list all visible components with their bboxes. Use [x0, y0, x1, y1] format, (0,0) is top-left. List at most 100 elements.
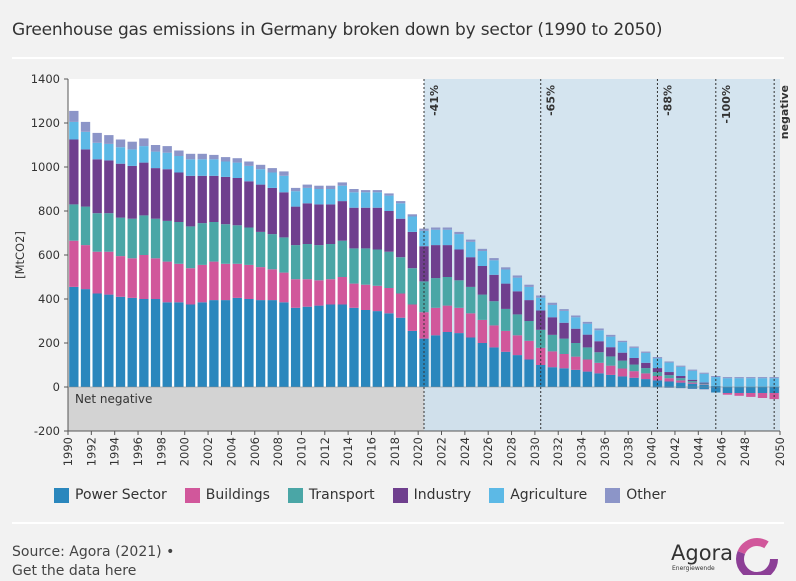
bar-agriculture-2029 [524, 287, 533, 300]
bar-other-2041 [664, 361, 673, 362]
bar-agriculture-2026 [489, 260, 498, 275]
bar-other-2031 [548, 303, 557, 305]
x-tick-label: 1998 [154, 437, 168, 466]
data-link[interactable]: Get the data here [12, 562, 174, 581]
bar-buildings-1999 [174, 264, 183, 303]
legend-swatch-industry [393, 488, 408, 503]
bar-agriculture-2039 [641, 353, 650, 363]
bar-transport-2014 [349, 248, 358, 283]
bar-other-1990 [69, 111, 78, 122]
bar-transport-2043 [688, 381, 697, 383]
bar-other-2016 [373, 190, 382, 192]
bar-industry-2036 [606, 347, 615, 356]
x-tick-label: 1994 [108, 437, 122, 466]
bar-buildings-1994 [116, 256, 125, 297]
bar-agriculture-1998 [163, 153, 172, 170]
bar-other-2000 [186, 154, 195, 160]
bar-power-2033 [571, 370, 580, 387]
bar-transport-2041 [664, 375, 673, 378]
bar-industry-2024 [466, 257, 475, 287]
x-tick-label: 2036 [598, 437, 612, 466]
bar-transport-1994 [116, 218, 125, 257]
bar-other-2006 [256, 165, 265, 169]
bar-other-2042 [676, 366, 685, 367]
bar-industry-2014 [349, 208, 358, 249]
bar-power-2023 [454, 333, 463, 387]
bar-agriculture-2007 [268, 173, 277, 188]
bar-agriculture-2009 [291, 191, 300, 206]
y-tick-label: 1200 [31, 116, 60, 130]
x-tick-label: 1990 [61, 437, 75, 466]
bar-other-2048 [746, 377, 755, 378]
bar-agriculture-2011 [314, 189, 323, 204]
bar-transport-2012 [326, 244, 335, 279]
bar-other-1993 [104, 135, 113, 144]
bar-other-2011 [314, 186, 323, 189]
bar-buildings-2019 [408, 305, 417, 331]
bar-buildings-2034 [583, 360, 592, 372]
bar-transport-1998 [163, 221, 172, 262]
bar-transport-2033 [571, 343, 580, 357]
bar-power-2005 [244, 299, 253, 387]
bar-power-2029 [524, 360, 533, 388]
bar-other-2032 [559, 309, 568, 311]
bar-industry-2004 [233, 178, 242, 225]
bar-agriculture-2042 [676, 367, 685, 376]
bar-industry-2001 [198, 176, 207, 223]
bar-industry-1994 [116, 164, 125, 218]
bar-buildings-2021 [431, 308, 440, 336]
bar-other-1992 [93, 133, 102, 143]
bar-other-2022 [443, 228, 452, 230]
bar-buildings-2004 [233, 264, 242, 298]
legend-swatch-transport [288, 488, 303, 503]
bar-industry-2017 [384, 211, 393, 252]
bar-other-2050 [769, 377, 778, 378]
x-tick-label: 2046 [715, 437, 729, 466]
bar-industry-2009 [291, 207, 300, 246]
bar-industry-2021 [431, 245, 440, 278]
x-tick-label: 2042 [668, 437, 682, 466]
bar-power-2028 [513, 355, 522, 387]
bar-buildings-1998 [163, 262, 172, 303]
x-tick-label: 2028 [505, 437, 519, 466]
bar-power-2022 [443, 332, 452, 387]
bar-power-2043 [688, 384, 697, 387]
bar-agriculture-2049 [758, 378, 767, 387]
bar-power-1991 [81, 289, 90, 387]
bar-buildings-2032 [559, 354, 568, 368]
bar-power-2014 [349, 308, 358, 387]
bar-power-2006 [256, 300, 265, 387]
bar-other-2012 [326, 186, 335, 189]
bottom-divider [12, 522, 784, 524]
bar-other-2047 [734, 377, 743, 378]
bar-transport-2035 [594, 352, 603, 363]
bar-transport-2028 [513, 314, 522, 335]
bar-agriculture-1990 [69, 122, 78, 140]
bar-industry-2039 [641, 363, 650, 368]
bar-buildings-2041 [664, 378, 673, 381]
bar-buildings-2000 [186, 268, 195, 304]
bar-power-2002 [209, 300, 218, 387]
bar-industry-2015 [361, 208, 370, 249]
bar-agriculture-2023 [454, 234, 463, 249]
bar-agriculture-2012 [326, 189, 335, 204]
agora-logo: Agora Energiewende [671, 535, 783, 575]
bar-transport-2044 [699, 383, 708, 384]
bar-power-2044 [699, 385, 708, 387]
bar-power-1996 [139, 299, 148, 387]
bar-agriculture-2027 [501, 270, 510, 284]
bar-transport-2029 [524, 321, 533, 341]
bar-transport-2037 [618, 361, 627, 369]
bar-buildings-1992 [93, 252, 102, 294]
bar-other-2038 [629, 347, 638, 348]
legend-label-agriculture: Agriculture [510, 487, 587, 503]
bar-industry-2025 [478, 266, 487, 295]
bar-buildings-2014 [349, 284, 358, 308]
bar-industry-2019 [408, 232, 417, 268]
bar-transport-2009 [291, 245, 300, 279]
bar-agriculture-2038 [629, 348, 638, 358]
bar-other-2015 [361, 190, 370, 192]
legend-label-buildings: Buildings [206, 487, 270, 503]
bar-power-2037 [618, 376, 627, 387]
x-tick-label: 2050 [773, 437, 787, 466]
